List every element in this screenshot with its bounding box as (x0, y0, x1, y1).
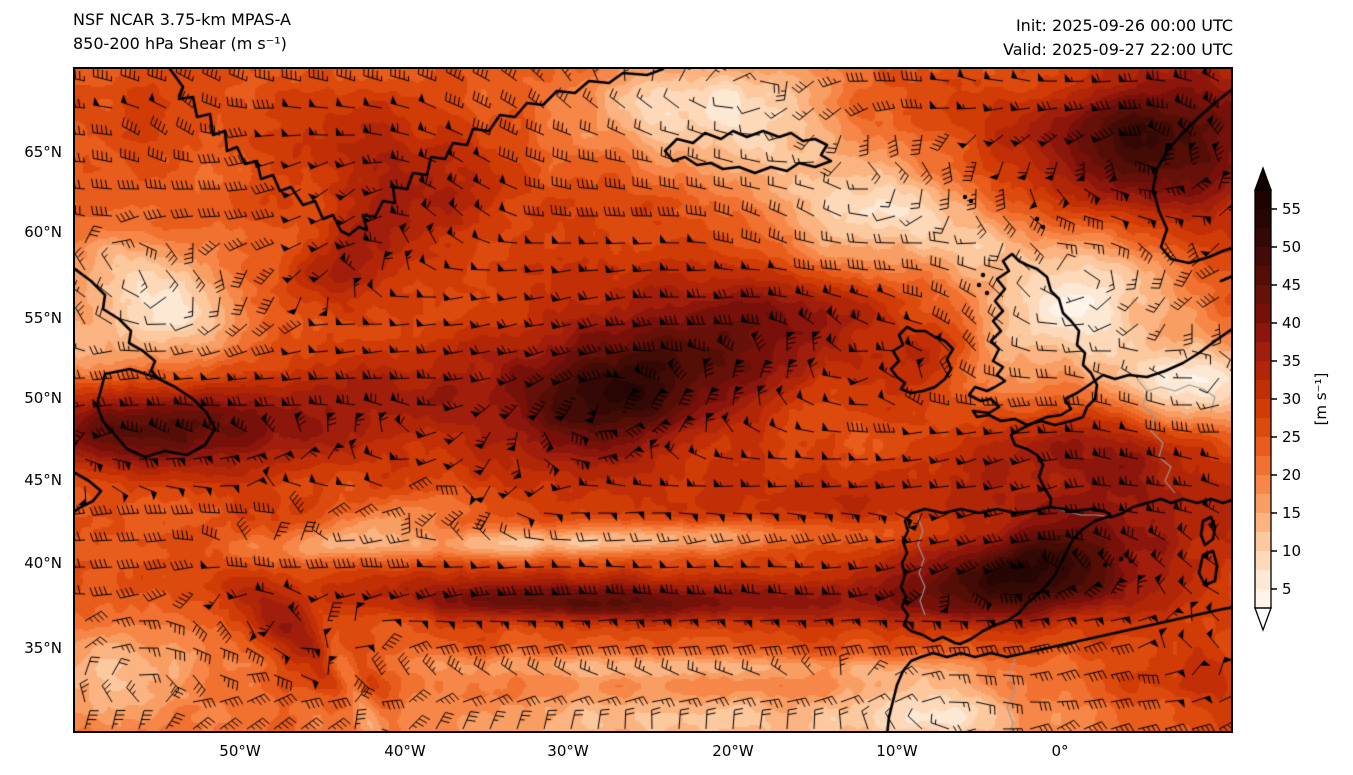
plot-title-line2: 850-200 hPa Shear (m s⁻¹) (73, 34, 287, 53)
shear-map-canvas (75, 69, 1231, 731)
colorbar-unit-label: [m s⁻¹] (1312, 372, 1330, 426)
cbar-tick-10: 10 (1282, 542, 1302, 560)
lat-tick-60n: 60°N (24, 223, 62, 241)
cbar-tick-50: 50 (1282, 238, 1302, 256)
lat-tick-35n: 35°N (24, 639, 62, 657)
plot-title-line1: NSF NCAR 3.75-km MPAS-A (73, 10, 291, 29)
cbar-tick-55: 55 (1282, 200, 1302, 218)
lon-tick-0: 0° (1051, 742, 1069, 760)
cbar-tick-25: 25 (1282, 428, 1302, 446)
cbar-tick-5: 5 (1282, 580, 1292, 598)
cbar-tick-30: 30 (1282, 390, 1302, 408)
cbar-tick-35: 35 (1282, 352, 1302, 370)
cbar-tick-40: 40 (1282, 314, 1302, 332)
lon-tick-50w: 50°W (219, 742, 261, 760)
lon-tick-30w: 30°W (547, 742, 589, 760)
valid-time-label: Valid: 2025-09-27 22:00 UTC (1002, 40, 1233, 59)
lat-tick-65n: 65°N (24, 143, 62, 161)
lat-tick-40n: 40°N (24, 554, 62, 572)
lon-tick-10w: 10°W (876, 742, 918, 760)
lon-tick-20w: 20°W (712, 742, 754, 760)
cbar-tick-20: 20 (1282, 466, 1302, 484)
lat-tick-55n: 55°N (24, 309, 62, 327)
lon-tick-40w: 40°W (384, 742, 426, 760)
lat-tick-50n: 50°N (24, 389, 62, 407)
map-area (73, 67, 1233, 733)
cbar-tick-15: 15 (1282, 504, 1302, 522)
lat-tick-45n: 45°N (24, 471, 62, 489)
cbar-tick-45: 45 (1282, 276, 1302, 294)
colorbar (1254, 166, 1277, 632)
init-time-label: Init: 2025-09-26 00:00 UTC (1015, 16, 1233, 35)
